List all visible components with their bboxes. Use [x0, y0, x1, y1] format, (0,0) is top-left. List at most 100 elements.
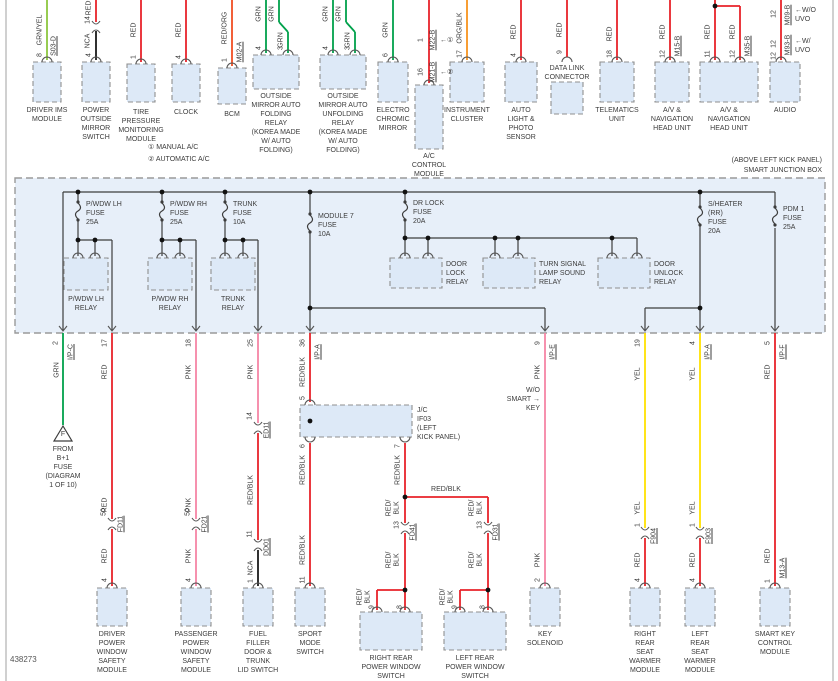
wire-label: 1 [764, 579, 772, 583]
wire-label: 7 [394, 444, 402, 448]
wire-label: 1 [689, 523, 697, 527]
wire-label: 1 [221, 58, 229, 62]
wire-label: RED [130, 22, 138, 38]
smart-key-control-module-label: SMART KEY CONTROL MODULE [754, 631, 796, 656]
wire-label: 13 [476, 521, 484, 529]
fuse-source-symbol-label: F [60, 431, 66, 438]
junction-dot [609, 235, 615, 241]
fuse-terminal [698, 223, 702, 227]
junction-dot [159, 237, 165, 243]
wire-label: RED [689, 552, 697, 568]
pwdw-lh-fuse-label: P/WDW LH FUSE 25A [86, 201, 122, 226]
ac-control-module-label: A/C CONTROL MODULE [411, 153, 447, 178]
exit-arrow [640, 325, 650, 332]
fuse-terminal [698, 205, 702, 209]
connector-label: I/P-A [704, 344, 712, 360]
exit-arrow [305, 325, 315, 332]
wire-label: YEL [634, 501, 642, 515]
connector-label: F904 [650, 528, 658, 544]
wire-label: 4 [185, 578, 193, 582]
fuse-terminal [773, 223, 777, 227]
bcm-box [217, 67, 247, 105]
wire-label: 1 [634, 523, 642, 527]
wire-label: PNK [534, 364, 542, 380]
trunk-relay-label: TRUNK RELAY [220, 296, 246, 312]
pin-arc [90, 56, 102, 63]
junction-dot [159, 189, 165, 195]
wire-label: 11 [246, 530, 254, 538]
connector-label: M21-B [429, 61, 437, 83]
inline-connector-symbol [253, 421, 263, 426]
pin-arc [106, 582, 118, 589]
wire-label: GRN [322, 6, 330, 22]
junction-dot [222, 189, 228, 195]
junction-dot [485, 587, 491, 593]
connector-label: ED11 [263, 421, 271, 439]
pin-arc [349, 49, 361, 56]
wire-grn [278, 21, 289, 33]
fuse-symbol [306, 214, 314, 232]
wire-label: GRN [382, 22, 390, 38]
wire-label: 25 [247, 339, 255, 347]
pin-arc [422, 252, 434, 259]
red-blk-wire-label: RED/BLK [431, 486, 461, 493]
power-outside-mirror-switch-box [81, 61, 111, 103]
electro-chromic-mirror-box [377, 61, 409, 103]
junction-dot [307, 189, 313, 195]
pin-arc [539, 582, 551, 589]
fuse-terminal [160, 218, 164, 222]
junction-dot [697, 305, 703, 311]
wire-label: RED [606, 26, 614, 42]
junction-dot [402, 587, 408, 593]
wire-label: RED/ [385, 499, 393, 517]
fuse-source-triangle [52, 424, 74, 442]
wire-label: PNK [534, 552, 542, 568]
trunk-relay-box [210, 257, 256, 291]
smart-key-control-module-box [759, 587, 791, 627]
wire-label: 12 [770, 52, 778, 60]
inline-connector-symbol [695, 535, 705, 540]
wire-label: RED [659, 24, 667, 40]
door-unlock-relay-box [597, 257, 651, 289]
junction-dot [222, 237, 228, 243]
sport-mode-switch-label: SPORT MODE SWITCH [296, 631, 324, 656]
wire-label: 1 [130, 55, 138, 59]
inline-connector-symbol [695, 526, 705, 531]
av-navigation-head-unit-1-label: A/V & NAVIGATION HEAD UNIT [650, 107, 694, 132]
pwdw-rh-relay-label: P/WDW RH RELAY [151, 296, 189, 312]
junction-dot [92, 237, 98, 243]
wire-label: 5 [299, 396, 307, 400]
bcm-label: BCM [224, 111, 240, 118]
fuse-symbol [771, 207, 779, 225]
inline-connector-symbol [253, 547, 263, 552]
wire-label: 4 [510, 53, 518, 57]
wire-label: 50 [184, 508, 192, 516]
pwdw-rh-fuse-label: P/WDW RH FUSE 25A [170, 201, 207, 226]
connector-label: I/P-E [549, 344, 557, 360]
wire-label: YEL [634, 367, 642, 381]
wire-label: 6 [382, 53, 390, 57]
junction-dot [75, 237, 81, 243]
diagram-number: 438273 [10, 655, 37, 664]
junction-dot [177, 237, 183, 243]
pin-arc [304, 436, 316, 443]
wire-label: NCA [84, 33, 92, 49]
pwdw-rh-relay-box [147, 257, 193, 291]
wire-label: RED/ [356, 588, 364, 606]
fuse-symbol [696, 207, 704, 225]
clock-label: CLOCK [173, 109, 199, 116]
data-link-connector-box [550, 81, 584, 115]
wire-label: YEL [689, 367, 697, 381]
connector-label: FD11 [117, 515, 125, 533]
wire-label: ORG/BLK [456, 12, 464, 44]
left-rear-seat-warmer-module-label: LEFT REAR SEAT WARMER MODULE [684, 631, 716, 674]
inline-connector-symbol [483, 530, 493, 535]
pin-arc [611, 56, 623, 63]
outside-mirror-auto-folding-relay-box [252, 54, 300, 90]
wire-label: 12 [729, 50, 737, 58]
wire-label: RED [764, 364, 772, 380]
wire-label: 3 [344, 46, 352, 50]
wire-label: 2 [52, 341, 60, 345]
audio-wo-uvo-note: ←W/O UVO [795, 7, 816, 23]
telematics-unit-box [599, 61, 635, 103]
